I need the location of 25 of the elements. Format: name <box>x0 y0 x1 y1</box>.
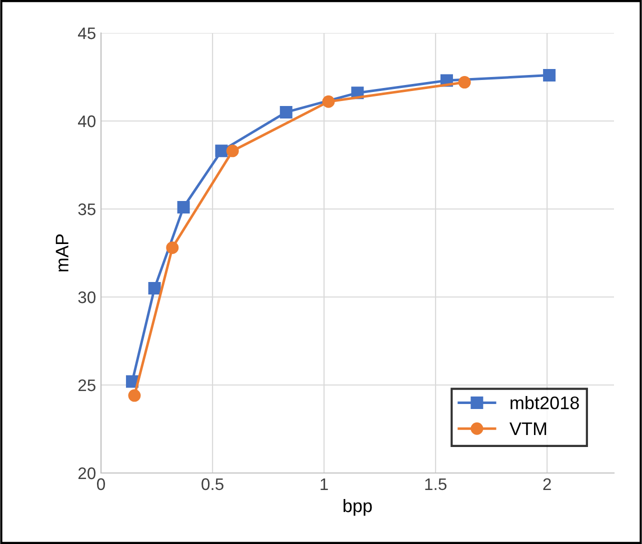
y-tick-label: 35 <box>78 203 96 216</box>
x-tick-label: 0 <box>97 478 105 490</box>
x-tick-label: 0.5 <box>202 478 224 490</box>
point <box>128 389 141 402</box>
y-tick-label: 40 <box>78 115 96 128</box>
point <box>458 76 471 89</box>
point <box>148 282 161 294</box>
y-axis-title: mAP <box>56 234 68 272</box>
y-tick-label: 45 <box>78 28 96 40</box>
y-tick-label: 25 <box>78 379 96 392</box>
legend-label: mbt2018 <box>510 396 579 410</box>
x-tick-label: 1 <box>320 478 328 490</box>
x-axis-title: bpp <box>344 498 372 516</box>
point <box>215 144 228 158</box>
y-tick-label: 20 <box>78 467 96 480</box>
point <box>226 144 239 158</box>
point <box>177 200 190 214</box>
point <box>280 106 292 118</box>
y-tick-label: 30 <box>78 291 96 304</box>
point <box>166 241 179 254</box>
point <box>322 95 335 108</box>
x-tick-label: 2 <box>543 478 551 490</box>
legend-label: VTM <box>510 422 546 435</box>
point <box>543 68 556 82</box>
x-tick-label: 1.5 <box>425 478 446 490</box>
